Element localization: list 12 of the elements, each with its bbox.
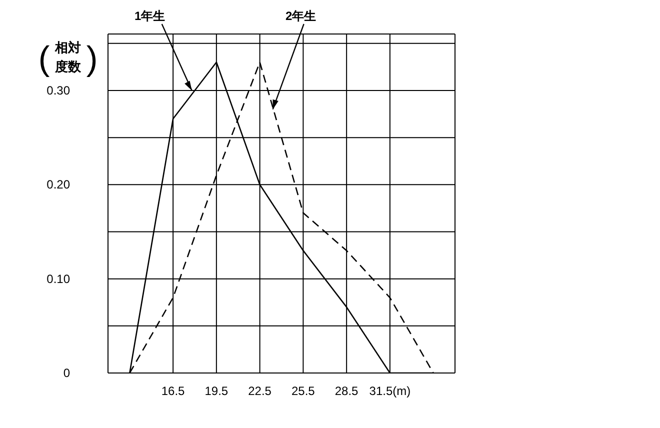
annotation: 2年生 [285, 9, 316, 23]
x-tick-label: 25.5 [292, 384, 316, 398]
y-tick-label: 0.30 [46, 84, 70, 98]
y-tick-label: 0.10 [46, 272, 70, 286]
x-tick-label: 28.5 [334, 384, 359, 398]
x-tick-label: 31.5(m) [369, 384, 411, 398]
annotation: 1年生 [134, 9, 166, 23]
y-tick-label: 0 [63, 366, 70, 380]
x-tick-label: 16.5 [161, 384, 186, 398]
y-tick-label: 0.20 [46, 178, 70, 192]
x-tick-label: 19.5 [204, 384, 228, 398]
x-tick-label: 22.5 [248, 384, 272, 398]
